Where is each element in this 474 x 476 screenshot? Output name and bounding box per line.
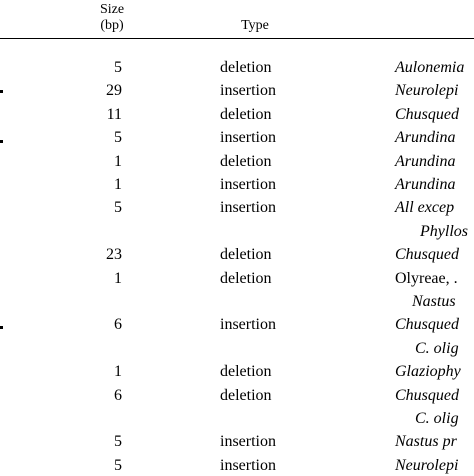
taxa-cell: Nastus pr [395,433,457,450]
taxa-cell: Chusqued [395,316,459,333]
type-cell: insertion [220,129,276,146]
taxa-cell: Arundina [395,176,456,193]
taxa-cell: C. olig [415,340,459,357]
size-header-unit: (bp) [100,18,124,33]
size-cell: 5 [114,129,122,146]
row-marker [0,140,3,143]
taxa-cell: Olyreae, . [395,270,458,287]
size-column-header: Size (bp) [92,2,132,34]
taxa-cell: Chusqued [395,246,459,263]
size-cell: 6 [114,387,122,404]
row-marker [0,326,3,329]
size-cell: 29 [106,82,122,99]
taxa-cell: All excep [395,199,455,216]
taxa-cell: Aulonemia [395,59,465,76]
row-marker [0,90,3,93]
size-cell: 1 [114,153,122,170]
taxa-cell: Arundina [395,153,456,170]
type-cell: insertion [220,316,276,333]
type-cell: insertion [220,199,276,216]
taxa-cell: Arundina [395,129,456,146]
size-cell: 5 [114,433,122,450]
size-cell: 5 [114,59,122,76]
size-cell: 11 [106,106,122,123]
taxa-cell: Chusqued [395,106,459,123]
type-cell: deletion [220,387,272,404]
header-rule [0,38,474,39]
type-cell: deletion [220,363,272,380]
size-cell: 1 [114,270,122,287]
type-cell: deletion [220,270,272,287]
size-cell: 6 [114,316,122,333]
type-cell: deletion [220,59,272,76]
type-cell: insertion [220,176,276,193]
size-cell: 1 [114,363,122,380]
type-cell: insertion [220,457,276,474]
size-cell: 23 [106,246,122,263]
size-cell: 5 [114,199,122,216]
taxa-cell: Nastus [412,293,456,310]
type-column-header: Type [241,18,269,33]
taxa-cell: Chusqued [395,387,459,404]
type-cell: insertion [220,433,276,450]
taxa-cell: Neurolepi [395,457,459,474]
size-cell: 1 [114,176,122,193]
type-cell: insertion [220,82,276,99]
type-cell: deletion [220,153,272,170]
taxa-cell: Glaziophy [395,363,461,380]
size-header-label: Size [99,2,125,17]
taxa-cell: Neurolepi [395,82,459,99]
type-cell: deletion [220,106,272,123]
taxa-cell: Phyllos [420,223,468,240]
type-cell: deletion [220,246,272,263]
taxa-cell: C. olig [415,410,459,427]
size-cell: 5 [114,457,122,474]
